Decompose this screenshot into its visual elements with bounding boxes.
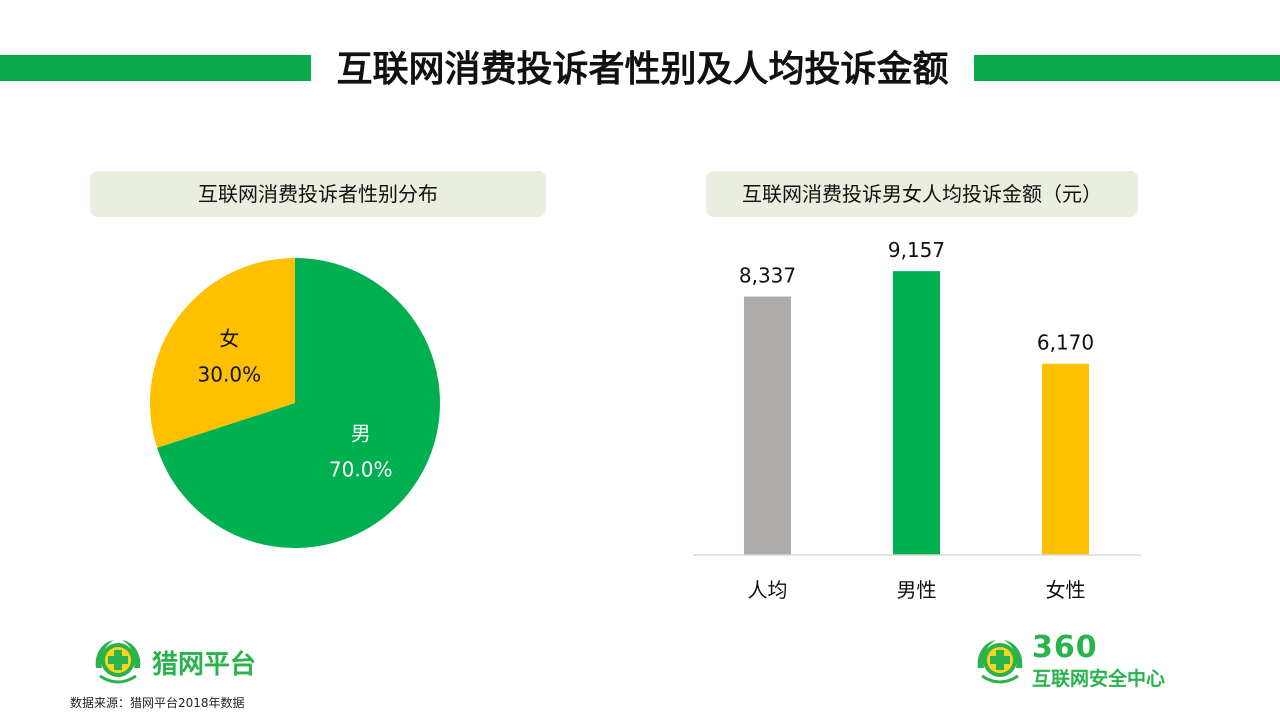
- 360-logo-text: 互联网安全中心: [1032, 668, 1166, 690]
- bar-value-label-0: 8,337: [739, 264, 796, 288]
- 360-logo-number: 360: [1032, 630, 1098, 665]
- pie-slice-label-1: 女: [219, 326, 239, 350]
- bar-category-label-2: 女性: [1046, 578, 1086, 602]
- title-bar-left: [0, 55, 311, 81]
- pie-slice-label-0: 男: [351, 422, 371, 446]
- pie-slice-1: [149, 258, 295, 448]
- bar-1: [893, 271, 940, 555]
- laurel-shield-icon: [95, 640, 141, 684]
- bar-2: [1042, 363, 1089, 555]
- lie-wang-logo: 猎网平台: [88, 634, 288, 690]
- bar-value-label-1: 9,157: [888, 238, 945, 262]
- title-bar-right: [974, 55, 1280, 81]
- 360-logo: 360 互联网安全中心: [970, 630, 1210, 692]
- bar-chart-title: 互联网消费投诉男女人均投诉金额（元）: [706, 171, 1138, 217]
- bar-value-label-2: 6,170: [1037, 331, 1094, 355]
- bar-category-label-0: 人均: [748, 578, 788, 602]
- laurel-shield-icon: [977, 640, 1023, 684]
- pie-chart: 男 70.0% 女 30.0%: [149, 258, 441, 548]
- bar-category-label-1: 男性: [897, 578, 937, 602]
- pie-slice-0: [157, 258, 441, 548]
- bar-0: [744, 296, 791, 555]
- pie-slice-value-1: 30.0%: [198, 362, 262, 386]
- pie-slice-value-0: 70.0%: [329, 458, 393, 482]
- data-source-note: 数据来源：猎网平台2018年数据: [70, 696, 245, 710]
- pie-chart-title: 互联网消费投诉者性别分布: [90, 171, 546, 217]
- bar-chart: 8,337 人均 9,157 男性 6,170 女性: [693, 238, 1141, 602]
- page-title: 互联网消费投诉者性别及人均投诉金额: [336, 49, 949, 90]
- lie-wang-logo-text: 猎网平台: [152, 650, 257, 680]
